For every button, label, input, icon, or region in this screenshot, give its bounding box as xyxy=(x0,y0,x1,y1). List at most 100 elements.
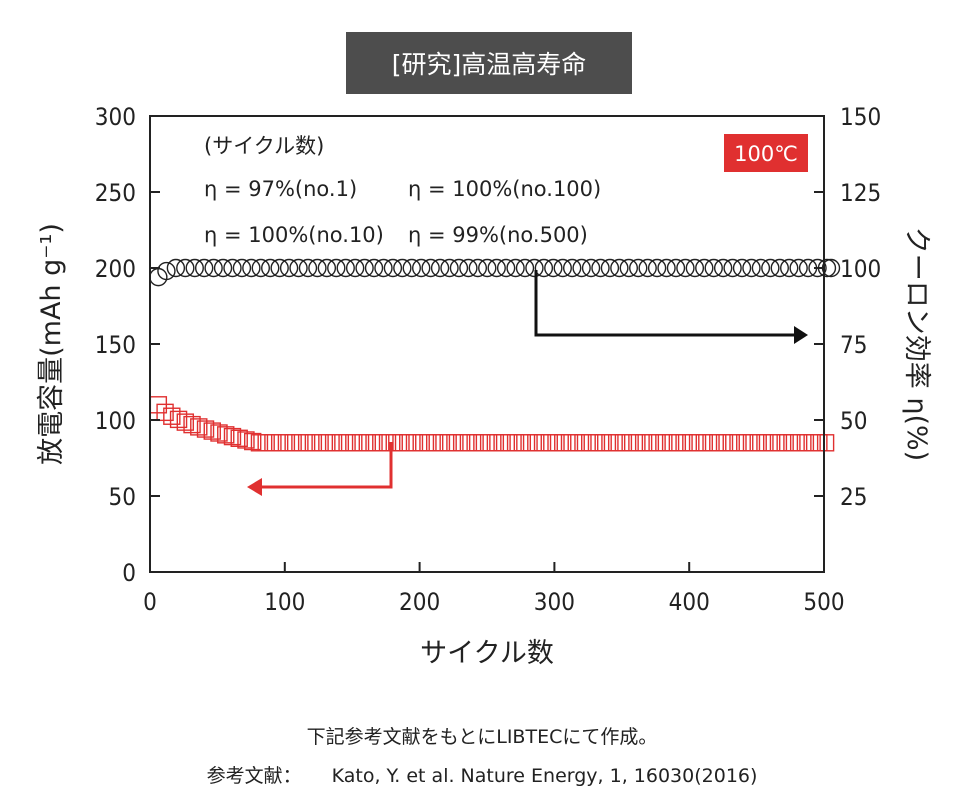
efficiency-point xyxy=(723,258,742,278)
right-tick-label: 75 xyxy=(840,331,867,359)
efficiency-point xyxy=(562,258,582,278)
efficiency-point xyxy=(232,258,252,278)
efficiency-point xyxy=(629,258,648,278)
capacity-point xyxy=(203,422,221,440)
efficiency-point xyxy=(223,258,242,278)
arrow-to-right-axis xyxy=(534,270,808,344)
chart: 0 100 200 300 400 500 0 50 100 150 200 250 300 25 50 75… xyxy=(36,103,932,669)
efficiency-point xyxy=(478,258,497,278)
capacity-point xyxy=(196,420,215,438)
right-tick-label: 125 xyxy=(840,179,881,207)
efficiency-point xyxy=(704,258,723,278)
efficiency-point xyxy=(336,258,355,278)
efficiency-point xyxy=(279,258,299,278)
reference-line: 参考文献： Kato, Y. et al. Nature Energy, 1, 1… xyxy=(0,761,964,788)
efficiency-point xyxy=(270,258,289,278)
efficiency-point xyxy=(468,258,488,278)
right-tick-label: 25 xyxy=(840,483,867,511)
x-tick-label: 200 xyxy=(399,588,440,616)
efficiency-point xyxy=(789,258,808,278)
efficiency-point xyxy=(308,258,327,278)
capacity-point xyxy=(244,432,262,451)
capacity-point xyxy=(183,415,201,434)
efficiency-point xyxy=(808,258,827,278)
efficiency-point xyxy=(713,258,733,278)
temperature-badge-label: 100℃ xyxy=(734,142,798,166)
efficiency-point xyxy=(157,261,176,281)
capacity-point xyxy=(217,426,235,444)
arrow-to-left-axis xyxy=(247,442,393,496)
chart-title: [研究]高温高寿命 xyxy=(346,32,632,94)
left-tick-label: 150 xyxy=(95,331,136,359)
efficiency-point xyxy=(393,258,412,278)
efficiency-point xyxy=(176,258,195,278)
right-tick-label: 50 xyxy=(840,407,867,435)
efficiency-point xyxy=(591,258,610,278)
efficiency-point xyxy=(251,258,270,278)
capacity-point xyxy=(156,403,174,422)
efficiency-point xyxy=(647,258,667,278)
legend-heading: (サイクル数) xyxy=(204,134,324,158)
efficiency-point xyxy=(572,258,591,278)
annotation-no10: η = 100%(no.10) xyxy=(204,223,384,247)
capacity-point xyxy=(223,427,242,446)
capacity-point xyxy=(163,407,181,425)
efficiency-point xyxy=(515,258,535,278)
annotation-no1: η = 97%(no.1) xyxy=(204,177,357,201)
temperature-badge xyxy=(724,134,808,172)
efficiency-point xyxy=(364,258,384,278)
efficiency-point xyxy=(166,258,186,278)
efficiency-point xyxy=(421,258,440,278)
annotation-no500: η = 99%(no.500) xyxy=(408,223,588,247)
x-tick-label: 500 xyxy=(803,588,844,616)
efficiency-point xyxy=(194,258,214,278)
efficiency-point xyxy=(695,258,714,278)
efficiency-point xyxy=(761,258,780,278)
efficiency-point xyxy=(610,258,629,278)
efficiency-point xyxy=(242,258,261,278)
efficiency-point xyxy=(412,258,431,278)
capacity-point xyxy=(230,429,248,448)
efficiency-point xyxy=(638,258,657,278)
efficiency-point xyxy=(600,258,620,278)
annotation-no100: η = 100%(no.100) xyxy=(408,177,601,201)
efficiency-point xyxy=(496,258,516,278)
efficiency-point xyxy=(430,258,450,278)
efficiency-point xyxy=(383,258,403,278)
x-tick-label: 400 xyxy=(669,588,710,616)
efficiency-point xyxy=(685,258,705,278)
efficiency-point xyxy=(770,258,789,278)
efficiency-point xyxy=(821,258,841,278)
left-tick-label: 250 xyxy=(95,179,136,207)
efficiency-point xyxy=(459,258,478,278)
left-tick-label: 0 xyxy=(122,559,136,587)
efficiency-point xyxy=(553,258,572,278)
efficiency-point xyxy=(751,258,771,278)
x-tick-label: 100 xyxy=(264,588,305,616)
efficiency-point xyxy=(185,258,204,278)
efficiency-point xyxy=(402,258,421,278)
efficiency-point xyxy=(449,258,469,278)
capacity-point xyxy=(169,410,188,429)
efficiency-point xyxy=(581,258,601,278)
efficiency-point xyxy=(676,258,695,278)
left-tick-label: 300 xyxy=(95,103,136,131)
efficiency-point xyxy=(298,258,318,278)
efficiency-point xyxy=(666,258,686,278)
reference-text: Kato, Y. et al. Nature Energy, 1, 16030(… xyxy=(331,765,758,787)
capacity-point xyxy=(176,413,195,431)
capacity-point xyxy=(190,418,208,436)
capacity-point xyxy=(210,424,228,442)
right-tick-label: 100 xyxy=(840,255,881,283)
x-tick-label: 0 xyxy=(143,588,157,616)
left-tick-label: 100 xyxy=(95,407,136,435)
efficiency-point xyxy=(506,258,525,278)
source-note: 下記参考文献をもとにLIBTECにて作成。 xyxy=(306,726,658,748)
efficiency-point xyxy=(619,258,638,278)
left-axis-label: 放電容量(mAh g⁻¹) xyxy=(36,223,67,465)
efficiency-point xyxy=(742,258,761,278)
capacity-point xyxy=(237,431,255,449)
efficiency-point xyxy=(525,258,544,278)
efficiency-point xyxy=(780,258,799,278)
efficiency-point xyxy=(440,258,459,278)
